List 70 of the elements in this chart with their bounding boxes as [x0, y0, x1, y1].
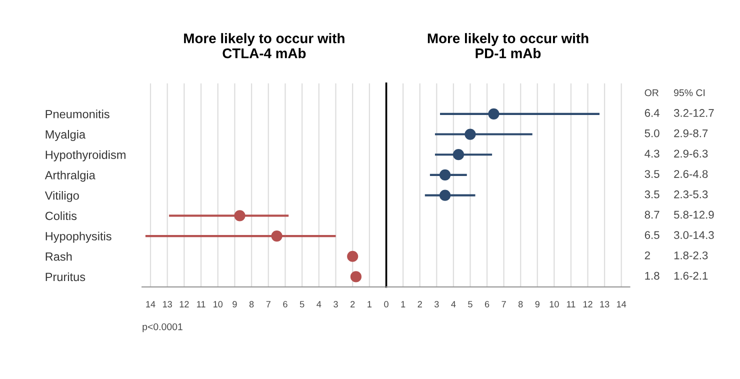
text: 1.6-2.1 [674, 272, 708, 280]
x-tick-label: 5 [468, 301, 472, 308]
text: 95% CI [674, 89, 705, 96]
y-tick-label: Pruritus [46, 272, 86, 282]
point [439, 169, 451, 181]
y-tick-label: Colitis [45, 211, 77, 220]
x-tick-label: 2 [418, 301, 422, 308]
x-tick-label: 6 [283, 301, 288, 308]
y-tick-label: Hypothyroidism [46, 150, 126, 162]
y-tick-label: Rash [46, 252, 72, 261]
x-tick-label: 5 [300, 301, 304, 308]
point [271, 230, 282, 242]
text: 6.5 [644, 231, 660, 240]
x-tick-label: 3 [434, 301, 439, 308]
text: 8.7 [644, 210, 660, 219]
x-tick-label: 6 [484, 301, 490, 308]
x-tick-label: 11 [566, 301, 576, 308]
text: 3.5 [644, 190, 660, 198]
chart-title: More likely to occur with CTLA-4 mAb [184, 33, 344, 58]
x-tick-label: 8 [249, 301, 254, 308]
x-tick-label: 14 [146, 301, 156, 308]
x-tick-label: 14 [617, 301, 626, 308]
text: 2.9-6.3 [674, 150, 708, 158]
y-tick-label: Pneumonitis [46, 110, 110, 118]
text: 6.4 [644, 109, 660, 117]
text: 2.3-5.3 [674, 190, 708, 198]
text: 2.6-4.8 [674, 170, 708, 178]
text: 3.0-14.3 [674, 231, 714, 240]
x-tick-label: 4 [451, 301, 456, 308]
x-tick-label: 13 [163, 301, 172, 308]
text: OR [644, 89, 658, 96]
point [464, 128, 476, 140]
point [439, 190, 451, 201]
x-tick-label: 0 [384, 301, 388, 308]
x-tick-label: 10 [214, 301, 223, 308]
x-tick-label: 3 [334, 301, 338, 308]
text: 2 [644, 251, 650, 260]
point [488, 108, 500, 120]
point [234, 210, 246, 222]
point [350, 271, 362, 282]
point [452, 149, 464, 160]
text: 5.8-12.9 [674, 210, 714, 219]
x-tick-label: 1 [368, 301, 372, 308]
x-tick-label: 9 [535, 301, 540, 308]
x-tick-label: 11 [197, 301, 206, 308]
text: 4.3 [644, 150, 660, 158]
text: 3.5 [644, 170, 660, 178]
chart-title: More likely to occur with PD-1 mAb [428, 33, 588, 58]
text: 3.2-12.7 [674, 109, 714, 117]
y-tick-label: Vitiligo [44, 191, 79, 202]
text: 1.8 [645, 272, 660, 280]
x-tick-label: 1 [401, 301, 406, 308]
y-tick-label: Arthralgia [44, 170, 96, 182]
x-tick-label: 7 [266, 301, 270, 308]
text: 2.9-8.7 [674, 129, 708, 138]
text: 1.8-2.3 [674, 251, 708, 260]
x-tick-label: 8 [518, 301, 523, 308]
x-tick-label: 12 [180, 301, 189, 308]
x-tick-label: 13 [600, 301, 610, 308]
x-tick-label: 4 [316, 301, 322, 308]
text: p<0.0001 [142, 323, 182, 332]
y-tick-label: Hypophysitis [46, 232, 112, 243]
text: 5.0 [644, 129, 660, 138]
x-tick-label: 10 [550, 301, 559, 308]
x-tick-label: 2 [350, 301, 355, 308]
x-tick-label: 12 [583, 301, 592, 308]
y-tick-label: Myalgia [46, 130, 86, 141]
point [347, 250, 358, 262]
x-tick-label: 7 [502, 301, 506, 308]
x-tick-label: 9 [232, 301, 237, 308]
